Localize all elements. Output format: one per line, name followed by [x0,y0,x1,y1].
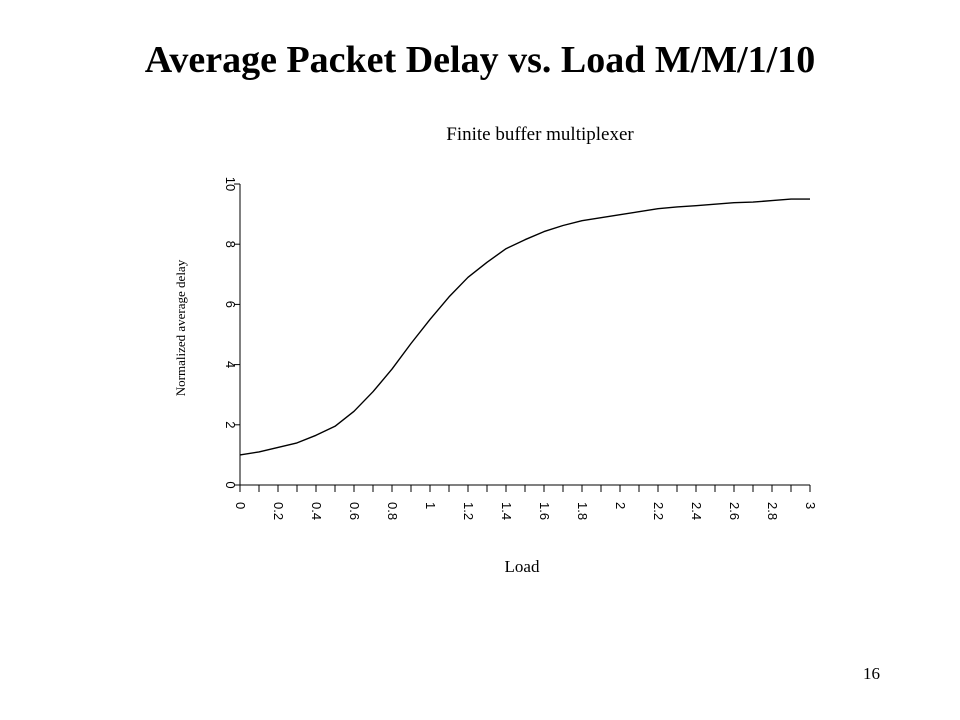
x-tick-label: 2.2 [651,502,666,520]
x-tick-label: 0 [233,502,248,509]
y-tick-label: 8 [223,241,238,248]
x-tick-label: 1 [423,502,438,509]
x-tick-label: 0.8 [385,502,400,520]
x-axis-label: Load [505,557,540,576]
x-tick-label: 0.6 [347,502,362,520]
x-tick-label: 2.4 [689,502,704,520]
x-tick-label: 2.8 [765,502,780,520]
x-tick-label: 2 [613,502,628,509]
y-axis-label: Normalized average delay [173,259,188,396]
y-tick-label: 0 [223,481,238,488]
x-tick-label: 0.4 [309,502,324,520]
y-tick-label: 6 [223,301,238,308]
page-number: 16 [863,664,880,683]
delay-curve [239,198,810,456]
y-tick-label: 10 [223,177,238,191]
x-tick-label: 1.6 [537,502,552,520]
chart-title: Finite buffer multiplexer [446,124,634,145]
x-tick-label: 1.2 [461,502,476,520]
y-tick-label: 4 [223,361,238,368]
y-tick-label: 2 [223,421,238,428]
x-tick-label: 1.8 [575,502,590,520]
x-tick-label: 1.4 [499,502,514,520]
slide-title: Average Packet Delay vs. Load M/M/1/10 [144,39,816,81]
x-tick-label: 0.2 [271,502,286,520]
x-tick-label: 3 [803,502,818,509]
x-tick-label: 2.6 [727,502,742,520]
